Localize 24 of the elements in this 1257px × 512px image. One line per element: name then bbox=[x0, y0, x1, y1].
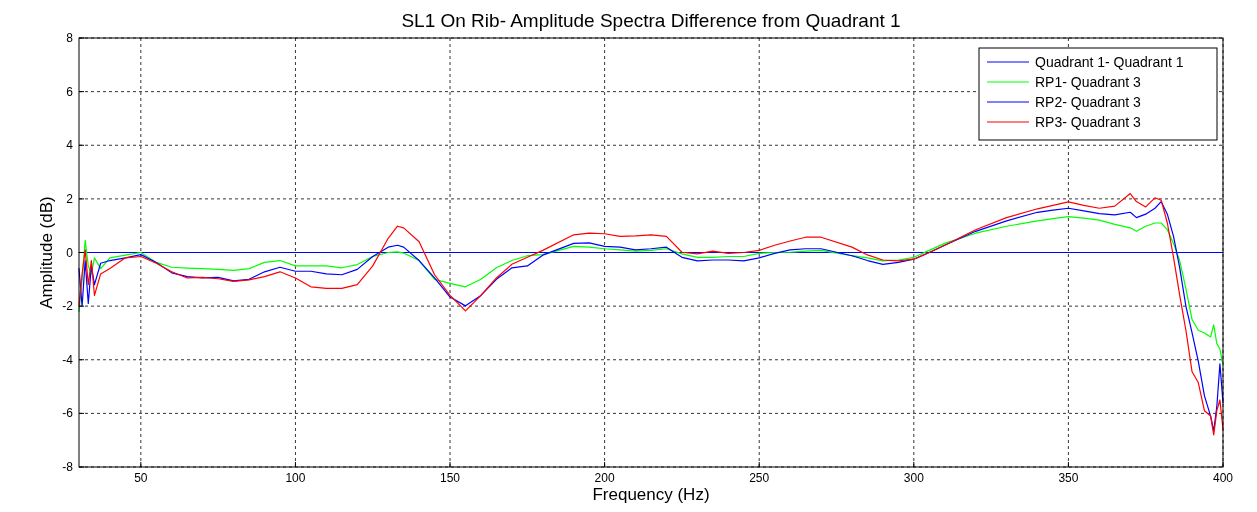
x-tick-label: 50 bbox=[134, 471, 148, 485]
legend-label: Quadrant 1- Quadrant 1 bbox=[1035, 54, 1184, 70]
y-tick-label: 8 bbox=[66, 31, 74, 45]
y-tick-label: -4 bbox=[62, 352, 74, 367]
x-tick-label: 200 bbox=[594, 471, 615, 485]
legend-label: RP1- Quadrant 3 bbox=[1035, 74, 1142, 90]
x-tick-label: 350 bbox=[1058, 471, 1079, 485]
x-tick-label: 150 bbox=[440, 471, 461, 485]
y-tick-label: 6 bbox=[66, 84, 74, 99]
y-tick-label: -8 bbox=[62, 460, 74, 474]
y-tick-label: -2 bbox=[62, 299, 74, 314]
y-tick-label: 2 bbox=[66, 191, 74, 206]
x-axis-title: Frequency (Hz) bbox=[592, 485, 710, 504]
x-tick-label: 250 bbox=[749, 471, 770, 485]
legend-label: RP3- Quadrant 3 bbox=[1035, 114, 1142, 130]
x-tick-label: 300 bbox=[903, 471, 925, 485]
legend-label: RP2- Quadrant 3 bbox=[1035, 94, 1142, 110]
y-tick-label: 4 bbox=[66, 138, 74, 153]
x-tick-label: 100 bbox=[285, 471, 306, 485]
y-axis-title: Amplitude (dB) bbox=[37, 196, 56, 309]
y-tick-label: 0 bbox=[66, 245, 74, 260]
chart-title: SL1 On Rib- Amplitude Spectra Difference from Quadrant 1 bbox=[401, 10, 901, 31]
x-tick-label: 400 bbox=[1212, 471, 1234, 485]
y-tick-label: -6 bbox=[62, 406, 74, 421]
